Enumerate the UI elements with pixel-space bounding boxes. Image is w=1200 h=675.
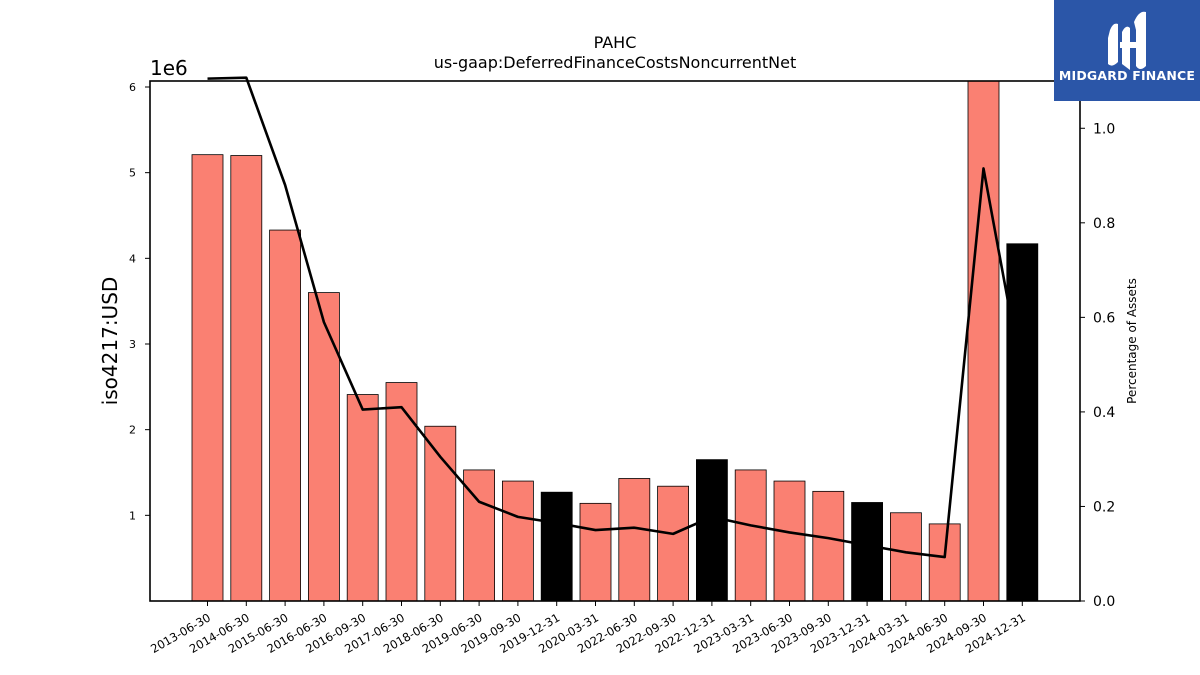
logo: MIDGARD FINANCE [1054,0,1200,101]
bars-group [191,80,1039,602]
bar [424,425,457,602]
bar [773,480,806,602]
y-tick-label: 4 [129,252,136,265]
y-tick-label: 6 [129,81,136,94]
bar [540,491,573,602]
y-tick-label: 1 [129,509,136,522]
y2-tick-label: 0.8 [1093,216,1115,232]
bar [967,80,1000,602]
plot-frame [149,80,1081,602]
bar [657,485,689,602]
chart-title: PAHC [594,33,637,52]
y2-tick-label: 0.0 [1093,594,1115,610]
y-offset-label: 1e6 [150,56,188,80]
line-group [207,76,1024,559]
bar [191,154,224,602]
logo-text: MIDGARD FINANCE [1058,68,1196,83]
bar [346,394,379,602]
y-tick-label: 5 [129,167,136,180]
bar [230,155,263,602]
bar [269,229,302,602]
y2-tick-label: 0.2 [1093,499,1115,515]
bar [579,502,612,602]
y-tick-label: 3 [129,338,136,351]
y2-axis-label: Percentage of Assets [1125,278,1139,404]
bar [385,382,418,602]
bar [463,469,496,602]
y2-tick-label: 0.6 [1093,310,1115,326]
bar [734,469,767,602]
bar [501,480,534,602]
chart-subtitle: us-gaap:DeferredFinanceCostsNoncurrentNe… [434,53,797,72]
bar [928,523,961,602]
line-series [207,76,1024,559]
y-tick-label: 2 [129,424,136,437]
bar [1006,243,1039,602]
bar [890,512,922,602]
bar [812,490,845,602]
y2-tick-label: 0.4 [1093,405,1115,421]
bar [696,459,728,602]
logo-icon [1108,11,1146,71]
bar [307,292,340,602]
bar [618,478,651,602]
bar [851,502,883,602]
y2-tick-label: 1.0 [1093,121,1115,137]
y-axis-label: iso4217:USD [98,277,122,406]
